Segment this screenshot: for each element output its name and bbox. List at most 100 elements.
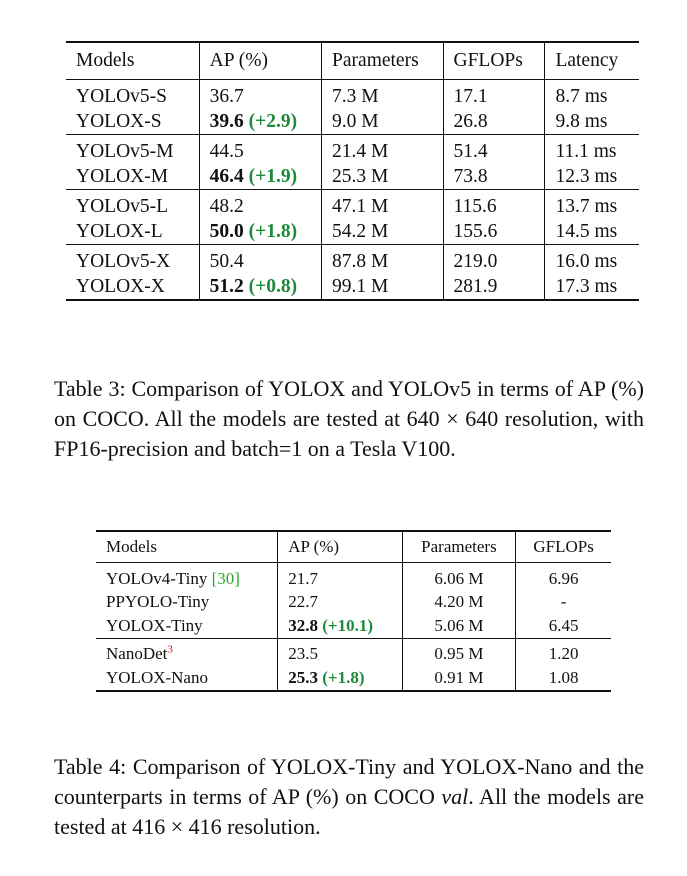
gflops-value: 26.8 [453, 110, 488, 132]
params-value: 99.1 M [332, 275, 389, 297]
ap-value: 25.3 [288, 667, 318, 687]
cell-params: 4.20 M [402, 590, 517, 614]
table-3-caption: Table 3: Comparison of YOLOX and YOLOv5 … [54, 376, 644, 461]
cell-ap: 25.3 (+1.8) [277, 666, 403, 692]
cell-gflops: 17.1 [443, 79, 546, 109]
table-row: YOLOv5-M 44.5 21.4 M 51.4 11.1 ms [66, 134, 639, 164]
params-value: 54.2 M [332, 220, 389, 242]
table-row: YOLOv5-X 50.4 87.8 M 219.0 16.0 ms [66, 244, 639, 274]
gflops-value: 281.9 [453, 275, 498, 297]
table-row: YOLOX-L 50.0 (+1.8) 54.2 M 155.6 14.5 ms [66, 219, 639, 245]
table-3: Models AP (%) Parameters GFLOPs Latency … [66, 41, 639, 301]
header-ap: AP (%) [199, 41, 323, 80]
model-name: PPYOLO-Tiny [106, 592, 210, 612]
cell-latency: 9.8 ms [545, 109, 639, 135]
latency-value: 11.1 ms [555, 140, 617, 162]
ap-gain: (+1.9) [248, 165, 298, 187]
table-row: YOLOX-Tiny 32.8 (+10.1) 5.06 M 6.45 [96, 614, 611, 638]
ap-value: 46.4 [209, 165, 244, 187]
cell-params: 25.3 M [321, 164, 444, 190]
model-name: NanoDet [106, 644, 168, 664]
cell-params: 9.0 M [321, 109, 444, 135]
table-4-body: Models AP (%) Parameters GFLOPs YOLOv4-T… [96, 530, 611, 692]
table-row: YOLOX-Nano 25.3 (+1.8) 0.91 M 1.08 [96, 666, 611, 692]
header-gflops: GFLOPs [443, 41, 546, 80]
cell-gflops: 51.4 [443, 134, 546, 164]
latency-value: 13.7 ms [555, 195, 618, 217]
ap-value: 21.7 [288, 568, 318, 588]
cell-gflops: 6.96 [515, 562, 611, 591]
params-value: 21.4 M [332, 140, 389, 162]
cell-ap: 48.2 [199, 189, 323, 219]
model-name: YOLOX-L [76, 220, 163, 242]
table-row: PPYOLO-Tiny 22.7 4.20 M - [96, 590, 611, 614]
params-value: 4.20 M [434, 592, 484, 612]
cell-ap: 39.6 (+2.9) [199, 109, 323, 135]
latency-value: 12.3 ms [555, 165, 618, 187]
cell-latency: 14.5 ms [545, 219, 639, 245]
cell-ap: 22.7 [277, 590, 403, 614]
cell-latency: 8.7 ms [544, 79, 639, 109]
ap-gain: (+1.8) [322, 667, 365, 687]
cell-gflops: 73.8 [443, 164, 546, 190]
cell-latency: 17.3 ms [544, 274, 639, 301]
caption-text: Table 4: Comparison of YOLOX-Tiny and YO… [54, 754, 644, 809]
cell-gflops: 219.0 [443, 244, 546, 274]
header-models: Models [66, 41, 200, 80]
model-name: YOLOv5-X [76, 250, 171, 272]
latency-value: 8.7 ms [555, 85, 608, 107]
cell-params: 54.2 M [321, 219, 444, 245]
ap-gain: (+0.8) [248, 275, 298, 297]
cell-model: YOLOv5-L [66, 189, 200, 219]
params-value: 7.3 M [332, 85, 379, 107]
ap-value: 22.7 [288, 592, 318, 612]
cell-gflops: 26.8 [443, 109, 546, 135]
table-row: YOLOv4-Tiny [30] 21.7 6.06 M 6.96 [96, 562, 611, 591]
params-value: 0.95 M [434, 644, 484, 664]
cell-params: 87.8 M [321, 244, 444, 274]
header-gflops: GFLOPs [515, 530, 611, 563]
cell-model: YOLOX-X [66, 274, 200, 301]
gflops-value: 219.0 [453, 250, 498, 272]
cell-ap: 50.0 (+1.8) [199, 219, 323, 245]
cell-params: 0.95 M [402, 637, 517, 666]
cell-params: 21.4 M [321, 134, 444, 164]
cell-params: 6.06 M [402, 562, 517, 591]
table-row: YOLOX-M 46.4 (+1.9) 25.3 M 73.8 12.3 ms [66, 164, 639, 190]
model-name: YOLOX-Nano [106, 667, 208, 687]
cell-gflops: 281.9 [443, 274, 546, 301]
gflops-value: - [560, 592, 567, 612]
cell-latency: 16.0 ms [544, 244, 639, 274]
table-3-body: Models AP (%) Parameters GFLOPs Latency … [66, 41, 639, 301]
params-value: 5.06 M [434, 615, 484, 635]
footnote-marker: 3 [167, 643, 173, 656]
gflops-value: 1.08 [548, 667, 579, 687]
model-name: YOLOv5-L [76, 195, 169, 217]
cell-ap: 23.5 [277, 637, 403, 666]
ap-value: 50.0 [209, 220, 244, 242]
params-value: 0.91 M [434, 667, 484, 687]
table-4-caption: Table 4: Comparison of YOLOX-Tiny and YO… [54, 752, 644, 842]
cell-params: 99.1 M [321, 274, 444, 301]
table-3-header-row: Models AP (%) Parameters GFLOPs Latency [66, 41, 639, 80]
params-value: 6.06 M [434, 568, 484, 588]
params-value: 87.8 M [332, 250, 389, 272]
model-name: YOLOv5-S [76, 85, 167, 107]
gflops-value: 17.1 [453, 85, 488, 107]
cell-params: 5.06 M [402, 614, 517, 638]
ap-value: 48.2 [209, 195, 244, 217]
cell-params: 47.1 M [321, 189, 444, 219]
cell-gflops: 155.6 [443, 219, 546, 245]
cell-model: YOLOX-Nano [96, 666, 279, 692]
gflops-value: 6.45 [548, 615, 579, 635]
table-row: YOLOX-X 51.2 (+0.8) 99.1 M 281.9 17.3 ms [66, 274, 639, 301]
cell-model: PPYOLO-Tiny [96, 590, 279, 614]
header-ap: AP (%) [277, 530, 403, 563]
cell-latency: 12.3 ms [545, 164, 639, 190]
ap-gain: (+10.1) [322, 615, 373, 635]
gflops-value: 115.6 [453, 195, 497, 217]
cell-gflops: 1.20 [515, 637, 611, 666]
model-name: YOLOv5-M [76, 140, 174, 162]
cell-ap: 44.5 [199, 134, 323, 164]
params-value: 9.0 M [332, 110, 379, 132]
